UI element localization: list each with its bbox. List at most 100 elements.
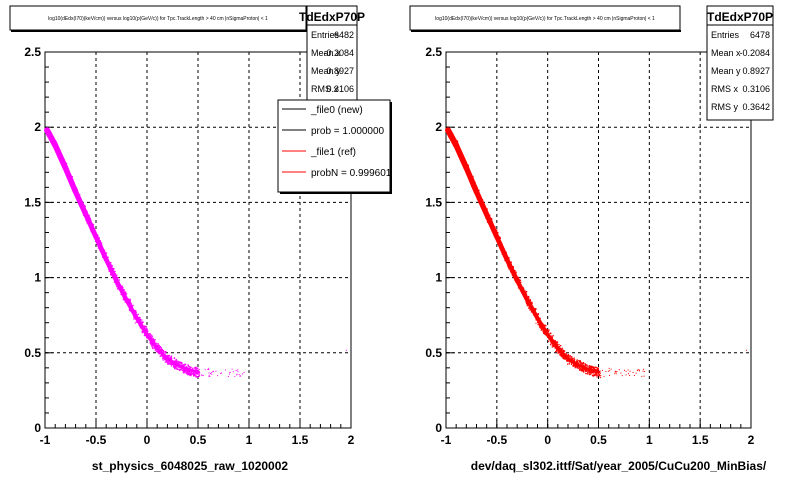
tail-point <box>642 370 644 372</box>
data-point <box>579 366 581 369</box>
data-point <box>184 363 186 366</box>
data-point <box>141 331 143 333</box>
data-point <box>531 303 533 305</box>
data-point <box>591 374 594 376</box>
data-point <box>156 350 158 353</box>
data-point <box>596 374 598 376</box>
data-band <box>576 363 590 371</box>
tail-point <box>202 374 204 376</box>
data-point <box>175 366 177 368</box>
x-tick-label: 1 <box>246 433 253 447</box>
chart-title: log10(dEdx(I70)(keV/cm)) versus log10(p(… <box>435 16 655 22</box>
y-tick-label: 2 <box>435 120 442 134</box>
data-point <box>189 366 191 368</box>
data-point <box>582 362 585 364</box>
data-point <box>187 370 189 372</box>
data-point <box>595 366 597 369</box>
data-point <box>567 363 569 365</box>
data-point <box>113 267 115 270</box>
data-point <box>120 293 122 296</box>
data-point <box>572 363 575 365</box>
data-point <box>177 360 179 362</box>
tail-point <box>643 375 645 377</box>
data-point <box>145 326 147 328</box>
data-point <box>186 371 188 374</box>
data-point <box>570 356 572 358</box>
data-point <box>164 361 167 363</box>
tail-point <box>615 371 617 373</box>
data-point <box>188 365 190 368</box>
data-point <box>593 373 595 375</box>
data-point <box>192 372 194 375</box>
data-point <box>147 330 149 333</box>
data-point <box>188 373 190 376</box>
tail-point <box>614 371 616 373</box>
data-series <box>44 127 347 378</box>
data-band <box>165 357 180 367</box>
data-point <box>184 370 186 373</box>
data-point <box>143 325 145 328</box>
data-point <box>550 332 552 334</box>
tail-point <box>636 370 638 372</box>
data-point <box>151 344 153 346</box>
stats-label: Entries <box>711 30 740 40</box>
data-point <box>547 340 550 343</box>
stats-label: RMS x <box>711 84 739 94</box>
stats-name: TdEdxP70P <box>707 10 773 24</box>
data-point <box>562 357 564 359</box>
data-point <box>568 356 570 358</box>
data-point <box>122 298 125 300</box>
data-point <box>162 357 164 360</box>
data-point <box>467 164 470 167</box>
data-point <box>146 328 148 330</box>
data-band <box>103 257 119 283</box>
data-point <box>191 372 193 374</box>
x-tick-label: 1.5 <box>292 433 309 447</box>
data-point <box>560 344 562 347</box>
tail-point <box>627 369 629 371</box>
data-point <box>185 365 188 368</box>
data-point <box>186 371 189 373</box>
tail-point <box>208 375 210 377</box>
data-point <box>157 343 159 345</box>
data-point <box>180 368 182 370</box>
data-point <box>134 310 136 312</box>
data-point <box>543 332 545 334</box>
data-point <box>540 328 543 330</box>
data-point <box>114 270 116 273</box>
right-panel: -1 -0.5 0 0.5 1 1.5 2 0 0.5 1 1.5 2 2.5 log10(dEdx(I7… <box>409 5 774 473</box>
data-point <box>589 372 591 374</box>
data-point <box>525 291 528 293</box>
data-band <box>155 346 170 361</box>
data-point <box>537 323 539 326</box>
tail-point <box>616 370 618 372</box>
data-point <box>577 366 579 368</box>
data-band <box>473 189 490 218</box>
outlier-point <box>535 322 537 324</box>
data-point <box>587 371 589 373</box>
x-tick-label: -0.5 <box>86 433 107 447</box>
data-point <box>590 373 592 375</box>
tail-point <box>633 374 635 376</box>
data-point <box>107 256 109 258</box>
data-point <box>158 344 160 347</box>
tail-point <box>644 370 646 372</box>
data-point <box>548 329 550 331</box>
data-band <box>514 278 530 303</box>
data-point <box>174 365 176 367</box>
data-point <box>171 363 173 365</box>
data-point <box>580 369 583 371</box>
data-point <box>584 363 586 365</box>
data-point <box>589 373 591 376</box>
data-point <box>194 373 196 376</box>
data-point <box>539 317 541 320</box>
y-tick-label: 1.5 <box>425 195 442 209</box>
data-point <box>177 368 179 370</box>
data-point <box>588 367 590 369</box>
data-point <box>552 345 555 347</box>
data-point <box>154 339 156 341</box>
stats-box <box>306 5 358 107</box>
data-point <box>158 345 160 348</box>
tail-point <box>239 375 241 377</box>
data-point <box>149 342 151 344</box>
